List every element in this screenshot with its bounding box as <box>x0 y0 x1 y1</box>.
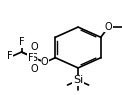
Text: S: S <box>31 53 38 63</box>
Text: O: O <box>30 42 38 52</box>
Text: F: F <box>19 37 24 47</box>
Text: F: F <box>7 51 13 61</box>
Text: F: F <box>28 53 33 63</box>
Text: O: O <box>30 64 38 74</box>
Text: O: O <box>105 22 112 32</box>
Text: O: O <box>41 57 49 67</box>
Text: Si: Si <box>73 75 83 85</box>
